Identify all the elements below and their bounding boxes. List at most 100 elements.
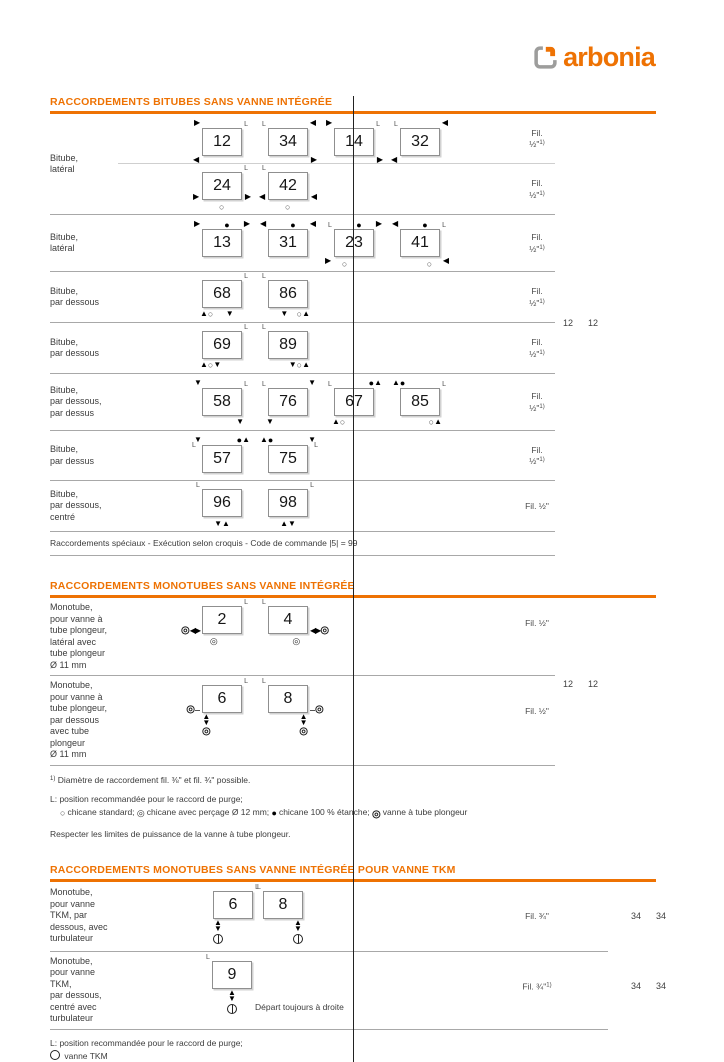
thread-size-line: ½"1) [495,348,579,360]
arrow-right-icon: ▶ [310,155,317,164]
arrow-up-icon: ▲ [302,309,310,318]
radiator-box: 86 L ▼ ○ ▲ [262,273,310,319]
purge-mark-top-left: L [262,678,266,685]
row-label-line: Monotube, [50,955,93,966]
table-footer-note: Raccordements spéciaux - Exécution selon… [50,531,555,556]
thread-size-text: Fil. [531,127,543,138]
purge-position-label: L [310,482,314,489]
tkm-valve-icon [293,933,303,944]
diagram-row: 24 L ▶ ▶ ○ 42 L ◀ ◀ ○ Fil. ½"1) [118,163,555,214]
table-group: Bitube, par dessus 57 L ▼ ● ▲ 75 ▲ ● ▼ L Fil. ½"1) [50,430,555,480]
flow-column-left: ▲ ▼ [213,918,223,944]
thread-size-text: Fil. [531,444,543,455]
note-text: L: position recommandée pour le raccord … [50,1037,243,1048]
row-label-line: Bitube, [50,231,79,242]
note-text: L: position recommandée pour le raccord … [50,793,243,804]
arrow-left-icon: ◀ [441,118,448,127]
valve-left-outer: ◎ ◀▶ [180,625,201,636]
mark-above-left: ▼ [194,436,202,444]
mark-above-left: ▲ ● [260,435,273,445]
thread-size: Fil. ½"1) [495,178,579,200]
purge-mark-top-left: L [262,121,266,128]
connection-code: 98 [279,494,297,511]
radiator-box: 96 L ▼ ▲ [196,482,242,528]
mark-below-right: ○ ▲ [428,417,442,427]
mark-below-right-outer: ▶ [311,156,317,164]
diagram-row: 68 L ▲ ○ ▼ 86 L ▼ ○ ▲ Fil. ½"1) [118,272,555,322]
row-label-line: avec tube [50,726,90,736]
arrow-up-icon: ▲ [260,435,268,444]
dip-tube-valve-icon: ◎ [186,704,195,715]
tkm-valve-icon [227,1003,237,1014]
mark-above-left: ▶ [326,119,332,127]
mark-below-center: ▲ ▼ [280,520,296,528]
row-label: Bitube, par dessous, par dessus [50,374,118,430]
group-rows: 69 L ▲ ○ ▼ 89 L ▼ ○ ▲ Fil. ½"1) [118,323,555,373]
row-label-line: Monotube, [50,680,93,690]
arrow-down-icon: ▼ [194,378,202,387]
purge-mark-top-left: L [257,884,261,891]
purge-mark-outer-left: L [192,442,196,449]
sealed-baffle-icon: ● [368,378,375,388]
arrow-left-icon: ◀ [309,118,316,127]
standard-baffle-icon: ○ [428,417,435,427]
mark-above-right: ◀ [442,119,448,127]
connection-code: 85 [411,393,429,410]
connection-code: 89 [279,336,297,353]
thread-size-text: ½" [529,402,540,413]
flow-arrows-icon: ◀▶ [189,626,201,635]
thread-size-text: ½" [529,139,540,149]
row-label-line: centré avec [50,1001,97,1012]
arrow-right-icon: ▶ [193,192,200,201]
sealed-baffle-icon: ● [236,435,243,445]
mark-below-left-outer: ◀ [193,156,199,164]
row-label-line: par dessus [50,455,95,466]
diagrams: 2 ◎ ◀▶ L ◎ 4 L ◎ ◀▶ ◎ [118,599,555,646]
row-label-line: pour vanne à [50,691,103,702]
mark-below-left-outer: ▶ [325,257,331,265]
purge-position-label: L [262,324,266,331]
footnote-ref: 1) [539,244,545,251]
arbonia-logo-mark [534,46,557,69]
margin-number: 12 [588,318,599,328]
row-label-line: tube plongeur [50,648,106,658]
dip-tube-valve-icon: ◎ [180,625,190,636]
thread-size: Fil. ½" [495,705,579,716]
purge-mark-top-left: L [262,599,266,606]
margin-numbers: 34 34 [631,981,666,991]
thread-size-text: Fil. [531,232,543,242]
radiator-box: 8 L ◎ ▲ ▼ ◎ [262,678,324,737]
purge-position-label: L [206,953,210,961]
arrow-left-icon: ◀ [442,256,449,265]
mark-below-right: ▼ ○ ▲ [288,360,310,370]
sealed-baffle-icon: ● [224,220,230,230]
connection-code: 76 [279,393,297,410]
note: Respecter les limites de puissance de la… [50,828,656,840]
thread-size-line: Fil. ½" [495,705,579,716]
margin-number: 12 [563,318,574,328]
purge-mark-top-right: L [244,165,248,172]
diagram-row: 69 L ▲ ○ ▼ 89 L ▼ ○ ▲ Fil. ½"1) [118,323,555,373]
purge-mark-top-right: L [442,222,446,229]
row-label-line: Bitube, [50,152,79,163]
diagram-row: 58 ▼ L ▼ 76 L ▼ ▼ 67 L ● ▲ ▲ ○ 85 ▲ ● L ○ ▲ Fil. ½"1) [118,374,555,430]
table-group: Bitube, par dessous 68 L ▲ ○ ▼ 86 L ▼ ○ ▲ Fil. ½"1) 12… [50,271,598,328]
mark-below-left: ▲ ○ ▼ [200,361,221,370]
section-3: RACCORDEMENTS MONOTUBES SANS VANNE INTÉG… [50,864,666,1062]
connector-line [195,709,200,711]
row-label: Monotube, pour vanne à tube plongeur, latér… [50,598,118,675]
arrow-down-icon: ▼ [288,360,297,369]
mark-above-left: ▲ ● [392,379,405,388]
thread-size-text: Fil. ¾" [522,981,547,992]
connection-code: 2 [217,611,227,628]
connection-code: 86 [279,285,297,302]
standard-baffle-icon: ○ [296,360,303,370]
flow-updown-icon: ▲ ▼ [294,917,302,933]
table-group: Monotube, pour vanne à tube plongeur, latér… [50,598,555,675]
standard-baffle-icon: ○ [207,309,214,319]
radiator-box: 8 L ▲ ▼ [257,884,303,944]
arrow-right-icon: ▶ [194,219,201,228]
purge-mark-top-left: L [394,121,398,128]
purge-mark-top-left: L [206,954,210,961]
diagrams: 13 ▶ ● ▶ 31 ◀ ● ◀ 23 L ● ▶ ▶ ○ 41 ◀ ● L ○ ◀ [118,220,555,269]
